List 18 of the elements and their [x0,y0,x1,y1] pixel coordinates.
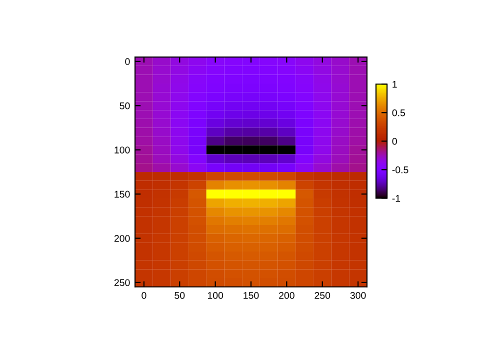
color-bar-label: 0 [392,138,397,145]
x-tick-label: 50 [174,292,185,299]
color-bar-label: -0.5 [392,166,408,174]
x-tick-label: 250 [314,292,330,299]
x-tick-label: 0 [142,292,146,299]
y-tick-label: 150 [114,190,130,198]
x-tick-label: 300 [350,292,366,299]
color-bar-label: 0.5 [392,109,406,116]
y-tick-label: 50 [120,102,130,110]
x-tick-label: 100 [208,292,224,299]
y-tick-label: 100 [114,146,130,154]
x-tick-label: 200 [279,292,294,299]
color-bar-label: -1 [392,195,400,202]
x-tick-label: 150 [244,292,259,299]
y-tick-label: 250 [114,279,130,286]
color-bar-label: 1 [392,80,397,88]
y-tick-label: 200 [114,234,130,242]
y-tick-label: 0 [125,58,130,66]
